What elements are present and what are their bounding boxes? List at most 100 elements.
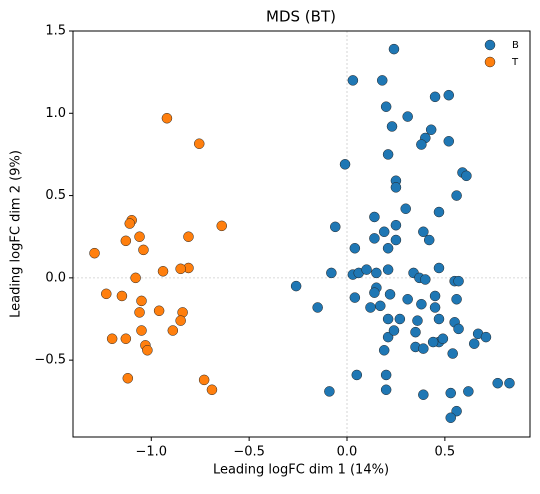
point [437, 333, 449, 345]
point [420, 274, 431, 285]
point [394, 313, 406, 325]
point [120, 333, 132, 345]
x-tick-label: 0.0 [337, 445, 358, 460]
point [106, 333, 118, 345]
point [369, 287, 380, 298]
x-tick-label: 0.5 [435, 445, 456, 460]
point [378, 345, 390, 356]
point [429, 290, 441, 302]
point [347, 75, 359, 86]
point [351, 369, 363, 381]
point [425, 124, 437, 135]
point [380, 101, 392, 112]
point [206, 384, 218, 396]
legend-marker [484, 56, 496, 68]
point [451, 405, 462, 417]
point [451, 190, 462, 201]
point [402, 111, 413, 122]
point [433, 262, 445, 274]
point [136, 295, 147, 307]
chart-title: MDS (BT) [266, 8, 336, 26]
point [290, 280, 302, 292]
x-tick-label: −1.0 [135, 445, 167, 460]
point [429, 91, 441, 103]
point [134, 231, 145, 242]
point [382, 331, 394, 343]
point [451, 294, 462, 305]
point [504, 377, 515, 389]
point [153, 305, 165, 317]
point [167, 325, 179, 336]
point [161, 112, 173, 124]
point [193, 138, 205, 149]
point [492, 377, 503, 389]
point [445, 387, 456, 399]
point [361, 264, 372, 275]
point [138, 244, 149, 256]
point [380, 384, 392, 396]
point [453, 275, 464, 287]
point [433, 313, 445, 325]
point [183, 231, 194, 242]
point [122, 372, 134, 384]
point [198, 374, 210, 386]
point [216, 220, 227, 232]
point [134, 307, 145, 318]
point [376, 75, 388, 86]
point [410, 326, 421, 338]
point [416, 298, 427, 310]
plot-frame [72, 30, 531, 438]
point [175, 315, 186, 326]
point [412, 315, 423, 326]
point [388, 325, 400, 336]
point [443, 89, 455, 101]
point [326, 267, 337, 279]
point [324, 386, 335, 397]
x-tick-label: −0.5 [233, 445, 265, 460]
legend-label: T [511, 57, 519, 68]
point [390, 182, 402, 193]
point [375, 300, 386, 312]
point [89, 247, 100, 259]
y-tick-label: −0.5 [34, 353, 66, 368]
y-tick-label: 1.5 [45, 24, 66, 39]
point [369, 211, 380, 223]
point [447, 348, 458, 359]
point [382, 264, 394, 275]
point [423, 234, 435, 246]
point [418, 343, 429, 354]
y-tick-label: 0.5 [45, 188, 66, 203]
point [130, 272, 141, 284]
point [390, 234, 402, 246]
point [429, 302, 441, 313]
x-axis-label: Leading logFC dim 1 (14%) [213, 463, 389, 478]
point [136, 325, 147, 336]
point [382, 313, 394, 325]
point [101, 288, 112, 300]
point [418, 389, 429, 400]
point [384, 289, 396, 300]
y-axis-label: Leading logFC dim 2 (9%) [9, 150, 24, 318]
point [416, 139, 427, 150]
y-tick-label: 0.0 [45, 270, 66, 285]
point [124, 218, 136, 229]
point [382, 149, 394, 160]
point [382, 242, 394, 254]
point [369, 233, 380, 244]
legend-marker [484, 39, 496, 51]
point [120, 235, 132, 247]
point [365, 302, 376, 313]
point [390, 219, 402, 231]
point [427, 336, 439, 348]
point [433, 206, 445, 218]
point [463, 386, 474, 397]
legend-label: B [512, 40, 519, 51]
point [349, 292, 361, 303]
point [468, 338, 480, 349]
point [339, 159, 351, 170]
point [116, 290, 128, 302]
point [453, 323, 464, 335]
point [330, 221, 341, 233]
point [378, 226, 390, 238]
